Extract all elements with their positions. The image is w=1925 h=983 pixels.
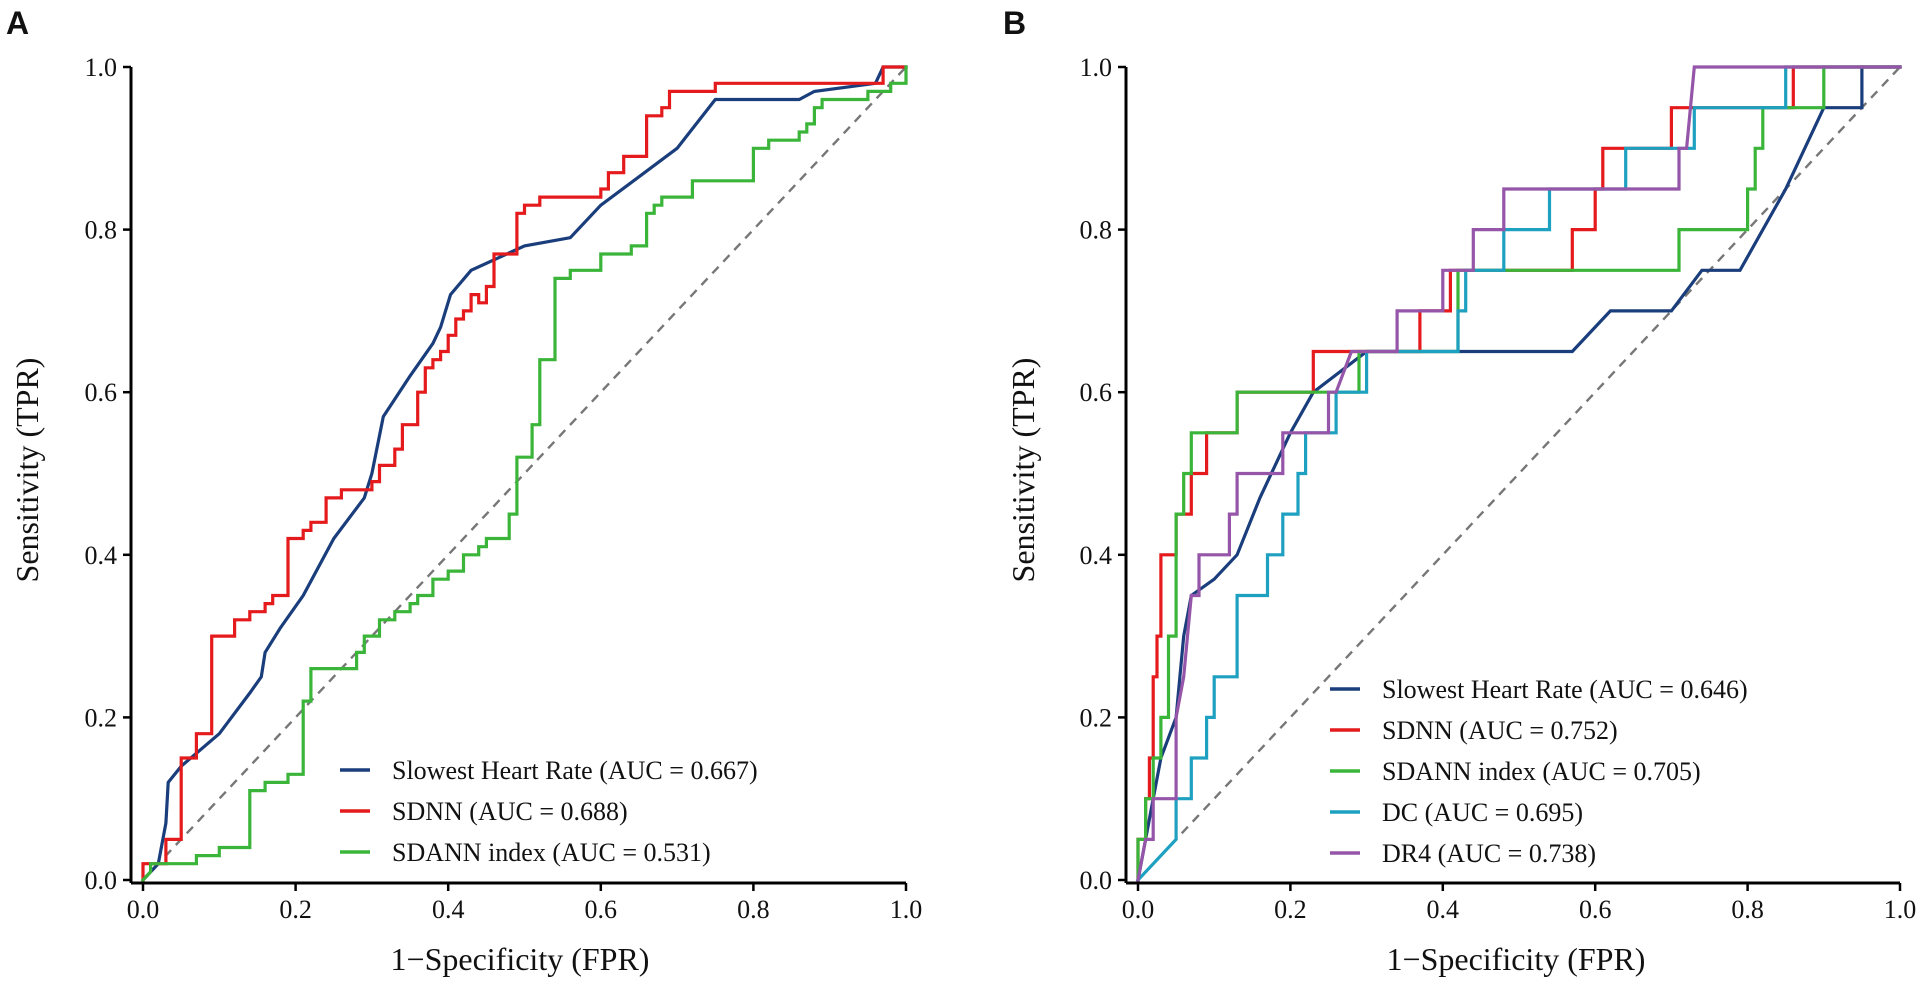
- panel-a-x-tick-label: 0.8: [737, 895, 770, 924]
- panel-a-legend-label-3: SDANN index (AUC = 0.531): [392, 838, 711, 867]
- panel-a-roc-chart: A 0.00.20.40.60.81.0 0.0 0.2 0.4 0.6 0.8 1.0 …: [6, 5, 922, 977]
- panel-b-x-tick-label: 0.0: [1122, 895, 1155, 924]
- panel-b-x-ticks: 0.0 0.2 0.4 0.6 0.8 1.0: [1122, 883, 1917, 924]
- panel-a-x-tick-label: 1.0: [890, 895, 923, 924]
- panel-b-x-tick-label: 1.0: [1884, 895, 1917, 924]
- panel-b-label: B: [1003, 5, 1026, 41]
- panel-b-y-tick-label: 0.6: [1080, 378, 1113, 407]
- panel-a-y-tick-label: 0.6: [85, 378, 118, 407]
- panel-b-series-line-3: [1136, 65, 1902, 882]
- panel-a-x-tick-label: 0.2: [279, 895, 312, 924]
- panel-b-roc-chart: B 0.00.20.40.60.81.0 0.0 0.2 0.4 0.6 0.8 1.0 …: [1003, 5, 1916, 977]
- panel-b-x-axis-title: 1−Specificity (FPR): [1387, 941, 1646, 977]
- panel-b-series-layer: [1135, 65, 1902, 883]
- panel-b-legend: Slowest Heart Rate (AUC = 0.646) SDNN (AU…: [1330, 675, 1748, 868]
- panel-b-x-tick-label: 0.2: [1274, 895, 1307, 924]
- panel-b-x-tick-label: 0.8: [1731, 895, 1764, 924]
- panel-b-legend-label-5: DR4 (AUC = 0.738): [1382, 839, 1596, 868]
- panel-a-legend: Slowest Heart Rate (AUC = 0.667) SDNN (AU…: [340, 756, 758, 867]
- panel-a-x-tick-label: 0.6: [585, 895, 618, 924]
- panel-a-series-line-2: [141, 65, 908, 882]
- panel-a-y-ticks: 0.0 0.2 0.4 0.6 0.8 1.0: [85, 53, 131, 895]
- panel-b-legend-label-2: SDNN (AUC = 0.752): [1382, 716, 1618, 745]
- panel-b-y-tick-label: 0.2: [1080, 703, 1113, 732]
- panel-a-series-line-3: [140, 65, 908, 883]
- panel-a-y-tick-label: 0.4: [85, 541, 118, 570]
- panel-b-legend-label-1: Slowest Heart Rate (AUC = 0.646): [1382, 675, 1748, 704]
- panel-b-diagonal-reference: [1137, 66, 1901, 881]
- panel-b-x-tick-label: 0.4: [1427, 895, 1460, 924]
- panel-a-x-ticks: 0.0 0.2 0.4 0.6 0.8 1.0: [127, 883, 923, 924]
- panel-b-y-tick-label: 0.0: [1080, 866, 1113, 895]
- panel-a-y-tick-label: 0.2: [85, 703, 118, 732]
- panel-a-x-axis-title: 1−Specificity (FPR): [391, 941, 650, 977]
- panel-a-x-tick-label: 0.0: [127, 895, 160, 924]
- panel-a-legend-label-1: Slowest Heart Rate (AUC = 0.667): [392, 756, 758, 785]
- panel-a-y-tick-label: 0.0: [85, 866, 118, 895]
- panel-b-y-tick-label: 1.0: [1080, 53, 1113, 82]
- panel-a-diagonal-reference: [142, 66, 907, 881]
- panel-b-legend-label-4: DC (AUC = 0.695): [1382, 798, 1583, 827]
- panel-b-y-tick-label: 0.4: [1080, 541, 1113, 570]
- panel-b-y-tick-label: 0.8: [1080, 216, 1113, 245]
- panel-b-series-line-5: [1136, 65, 1902, 882]
- panel-a-label: A: [6, 5, 29, 41]
- panel-a-legend-label-2: SDNN (AUC = 0.688): [392, 797, 628, 826]
- panel-a-x-tick-label: 0.4: [432, 895, 465, 924]
- panel-a-y-tick-label: 0.8: [85, 216, 118, 245]
- panel-a-y-axis-title: Sensitivity (TPR): [9, 358, 45, 583]
- panel-a-series-layer: [140, 65, 908, 883]
- panel-a-series-line-1: [140, 65, 908, 883]
- panel-b-legend-label-3: SDANN index (AUC = 0.705): [1382, 757, 1701, 786]
- panel-a-y-tick-label: 1.0: [85, 53, 118, 82]
- panel-b-y-ticks: 0.0 0.2 0.4 0.6 0.8 1.0: [1080, 53, 1126, 895]
- panel-b-y-axis-title: Sensitivity (TPR): [1005, 358, 1041, 583]
- panel-b-x-tick-label: 0.6: [1579, 895, 1612, 924]
